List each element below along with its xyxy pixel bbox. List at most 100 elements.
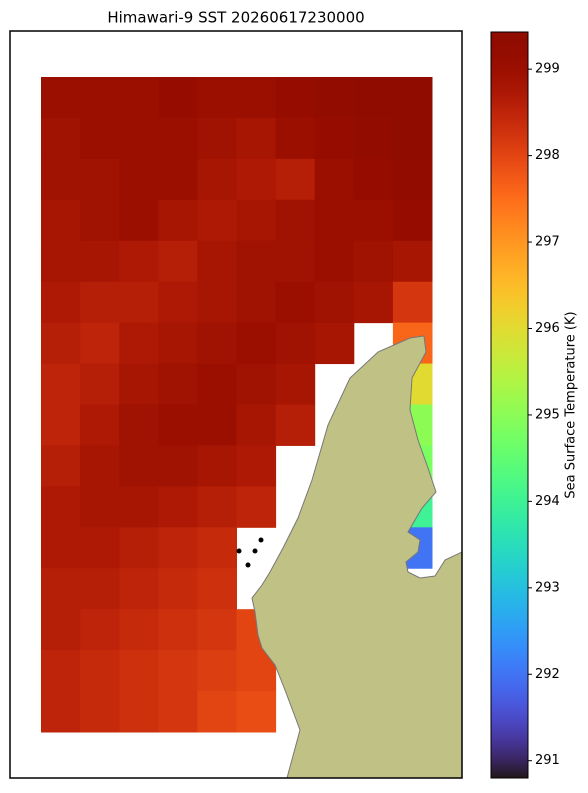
sst-cell [353, 199, 394, 242]
sst-cell [197, 609, 237, 651]
colorbar-tick-label: 294 [535, 494, 560, 509]
sst-cell [236, 486, 277, 528]
sst-cell [119, 568, 159, 610]
sst-cell [197, 281, 237, 324]
colorbar [490, 31, 529, 779]
sst-cell [197, 158, 237, 201]
sst-cell [236, 117, 277, 160]
sst-cell [275, 240, 316, 283]
sst-cell [119, 404, 159, 446]
sst-cell [119, 445, 159, 487]
sst-cell [119, 281, 159, 324]
colorbar-tick-label: 293 [535, 580, 560, 595]
sst-cell [353, 281, 394, 324]
sst-cell [236, 691, 277, 733]
sst-cell [80, 117, 120, 160]
sst-cell [353, 240, 394, 283]
sst-cell [353, 77, 394, 119]
sst-cell [236, 322, 277, 365]
sst-cell [158, 199, 198, 242]
sst-cell [119, 199, 159, 242]
sst-cell [80, 77, 120, 119]
sst-cell [275, 322, 316, 365]
sst-cell [158, 445, 198, 487]
sst-cell [275, 77, 316, 119]
sst-cell [80, 609, 120, 651]
sst-cell [275, 199, 316, 242]
sst-cell [41, 486, 81, 528]
sst-cell [41, 650, 81, 692]
sst-cell [41, 322, 81, 365]
sst-cell [197, 240, 237, 283]
sst-cell [80, 568, 120, 610]
sst-cell [158, 117, 198, 160]
sst-cell [41, 199, 81, 242]
sst-cell [41, 445, 81, 487]
sst-cell [158, 158, 198, 201]
colorbar-tick-label: 291 [535, 753, 560, 768]
sst-cell [158, 486, 198, 528]
sst-cell [41, 158, 81, 201]
sst-cell [158, 650, 198, 692]
sst-cell [158, 322, 198, 365]
sst-field [41, 77, 433, 733]
sst-cell [119, 486, 159, 528]
station-markers [236, 537, 264, 568]
sst-cell [119, 240, 159, 283]
sst-cell [119, 117, 159, 160]
sst-cell [119, 527, 159, 569]
sst-cell [236, 363, 277, 405]
sst-cell [314, 240, 355, 283]
sst-cell [197, 199, 237, 242]
sst-cell [80, 445, 120, 487]
sst-cell [41, 568, 81, 610]
sst-cell [392, 199, 433, 242]
sst-cell [392, 117, 433, 160]
sst-cell [119, 363, 159, 405]
sst-cell [41, 527, 81, 569]
colorbar-tick-label: 298 [535, 148, 560, 163]
sst-cell [119, 609, 159, 651]
sst-cell [80, 322, 120, 365]
sst-cell [158, 363, 198, 405]
colorbar-tick-label: 297 [535, 235, 560, 250]
sst-cell [392, 281, 433, 324]
sst-cell [275, 281, 316, 324]
sst-cell [158, 568, 198, 610]
sst-cell [41, 363, 81, 405]
sst-cell [275, 158, 316, 201]
sst-cell [314, 158, 355, 201]
sst-cell [197, 691, 237, 733]
sst-cell [353, 117, 394, 160]
sst-cell [80, 281, 120, 324]
sst-cell [119, 322, 159, 365]
sst-cell [41, 281, 81, 324]
sst-cell [80, 486, 120, 528]
sst-cell [197, 568, 237, 610]
sst-cell [80, 240, 120, 283]
sst-cell [275, 363, 316, 405]
sst-cell [41, 240, 81, 283]
sst-cell [392, 77, 433, 119]
sst-cell [80, 404, 120, 446]
colorbar-tick-label: 295 [535, 407, 560, 422]
sst-cell [80, 527, 120, 569]
sst-cell [158, 404, 198, 446]
sst-cell [158, 609, 198, 651]
sst-cell [236, 158, 277, 201]
land [251, 335, 462, 778]
sst-cell [197, 404, 237, 446]
sst-cell [158, 281, 198, 324]
sst-cell [197, 650, 237, 692]
sst-cell [41, 117, 81, 160]
sst-cell [80, 158, 120, 201]
sst-cell [236, 77, 277, 119]
sst-cell [314, 77, 355, 119]
sst-cell [314, 322, 355, 365]
sst-cell [392, 158, 433, 201]
colorbar-tick-label: 299 [535, 62, 560, 77]
sst-cell [236, 404, 277, 446]
sst-cell [158, 77, 198, 119]
colorbar-tick-label: 296 [535, 321, 560, 336]
sst-cell [275, 404, 316, 446]
